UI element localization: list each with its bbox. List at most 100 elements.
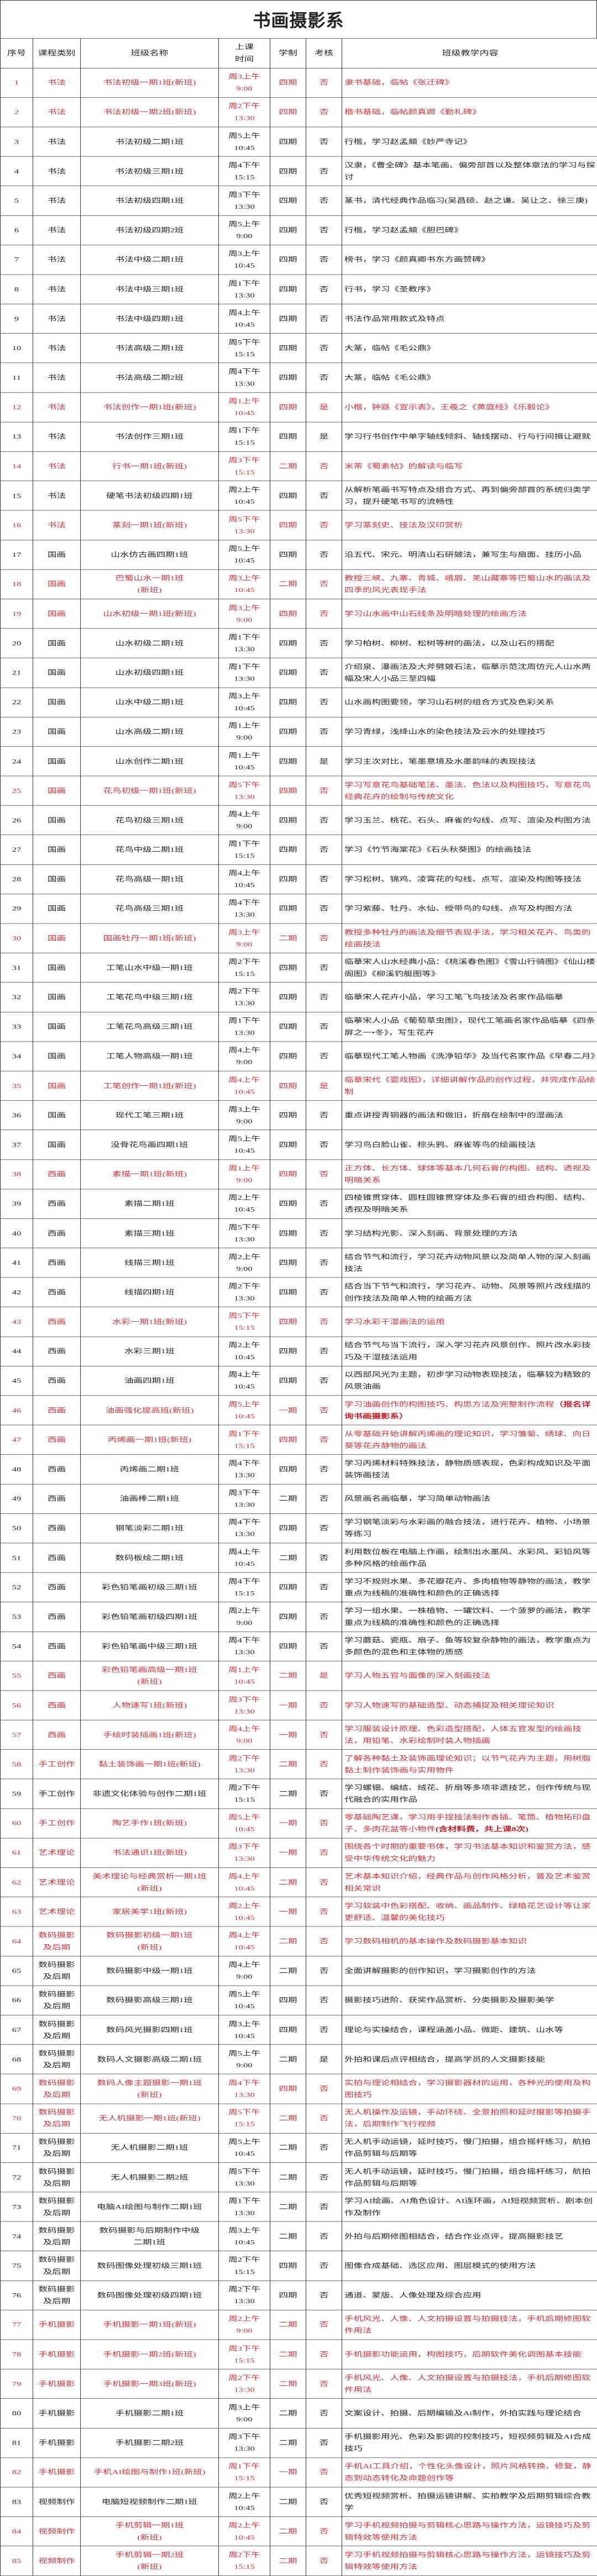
cell-category: 书法 <box>33 481 81 510</box>
cell-no: 54 <box>1 1632 33 1661</box>
cell-category: 视频制作 <box>33 2546 81 2575</box>
time-clock: 13:30 <box>220 643 269 656</box>
cell-term: 四期 <box>270 156 306 186</box>
content-text: 大篆，临帖《毛公鼎》 <box>344 374 436 382</box>
cell-no: 4 <box>1 156 33 186</box>
cell-exam: 否 <box>306 1750 342 1779</box>
cell-no: 8 <box>1 275 33 304</box>
time-day: 周5上午 <box>220 1988 269 2000</box>
cell-content: 临摹现代工笔人物画《洗净铅华》及当代名家作品《早春二月》 <box>342 1042 597 1071</box>
cell-exam: 否 <box>306 2458 342 2487</box>
cell-exam: 否 <box>306 2399 342 2428</box>
cell-content: 行楷，学习赵孟頫《妙严寺记》 <box>342 127 597 156</box>
time-day: 周2下午 <box>220 1280 269 1292</box>
cell-no: 83 <box>1 2487 33 2516</box>
cell-class-name: 手机剪辑一期2班 (新班) <box>81 2546 219 2575</box>
cell-content: 沿五代、宋元、明清山石研皴法，兼写生与扇面、挂历小品 <box>342 540 597 569</box>
cell-content: 学习结构光影、深入刻画、背景处理的方法 <box>342 1218 597 1248</box>
content-text: 结合当下节气和流行，学习花卉、动物、风景等照片改线描的创作技法及简单人物的绘画方… <box>344 1282 591 1302</box>
cell-no: 60 <box>1 1809 33 1838</box>
cell-term: 四期 <box>270 717 306 746</box>
time-clock: 13:30 <box>220 1499 269 1511</box>
cell-exam: 否 <box>306 1720 342 1749</box>
cell-no: 76 <box>1 2281 33 2310</box>
cell-exam: 否 <box>306 2546 342 2575</box>
cell-content: 学习柏树、柳树、松树等树的画法，以及山石的搭配 <box>342 629 597 658</box>
content-text: 手机摄影功能运用，构图技巧，后期软件美化调图基本技能 <box>344 2351 582 2358</box>
content-text: 正方体、长方体、球体等基本几何石膏的构图、结构、透视及明暗关系 <box>344 1164 591 1184</box>
cell-term: 四期 <box>270 1425 306 1454</box>
content-text: 了解各种黏土及装饰画理论知识；以节气花卉为主题，用树脂黏土制作装饰画与实用物件 <box>344 1754 591 1773</box>
cell-category: 手机摄影 <box>33 2428 81 2457</box>
cell-no: 68 <box>1 2045 33 2074</box>
time-day: 周4上午 <box>220 1959 269 1971</box>
cell-category: 数码摄影 及后期 <box>33 1956 81 1986</box>
cell-class-name: 油画强化提高班(新班) <box>81 1396 219 1425</box>
cell-exam: 否 <box>306 451 342 481</box>
cell-no: 75 <box>1 2251 33 2281</box>
time-day: 周5上午 <box>220 1398 269 1411</box>
cell-no: 1 <box>1 68 33 97</box>
cell-category: 手机摄影 <box>33 2310 81 2340</box>
cell-class-name: 花鸟初级一期1班(新班) <box>81 776 219 805</box>
time-day: 周5上午 <box>220 130 269 142</box>
cell-no: 14 <box>1 451 33 481</box>
cell-class-name: 钢笔淡彩二期1班 <box>81 1513 219 1543</box>
cell-category: 国画 <box>33 569 81 599</box>
cell-no: 25 <box>1 776 33 805</box>
cell-content: 从零基础开始讲解丙烯画的理论知识，学习雏菊、绣球、向日葵等花卉静物的画法 <box>342 1425 597 1454</box>
cell-category: 国画 <box>33 953 81 983</box>
time-day: 周5上午 <box>220 1812 269 1824</box>
cell-exam: 否 <box>306 1042 342 1071</box>
time-clock: 10:45 <box>220 1882 269 1894</box>
cell-exam: 否 <box>306 864 342 894</box>
time-day: 周3上午 <box>220 1104 269 1116</box>
content-text: 学习软装中色彩搭配、收纳、画品制作、绿植花艺设计等让家更舒适、温馨的美化技巧 <box>344 1902 591 1922</box>
content-text: 无人机操作及运镜，手动环绕、全景拍照和延时摄影等拍摄手法，后期制作飞行视频 <box>344 2108 591 2128</box>
time-day: 周5上午 <box>220 543 269 555</box>
time-day: 周3上午 <box>220 248 269 260</box>
content-text: 学习鸟白脸山雀、棕头鸦、麻雀等鸟的绘画技法 <box>344 1141 536 1149</box>
cell-no: 6 <box>1 215 33 245</box>
cell-class-name: 行书一期1班(新班) <box>81 451 219 481</box>
cell-exam: 否 <box>306 2133 342 2162</box>
cell-content: 篆书，清代经典作品临习(吴昌硕、赵之谦、吴让之、徐三庚) <box>342 186 597 215</box>
cell-exam: 否 <box>306 2517 342 2546</box>
cell-content: 理论与实操结合，课程涵盖小品、微距、建筑、山水等 <box>342 2015 597 2044</box>
time-day: 周3上午 <box>220 2018 269 2030</box>
cell-category: 书法 <box>33 422 81 451</box>
cell-class-name: 陶艺手作1班(新班) <box>81 1809 219 1838</box>
cell-exam: 否 <box>306 2251 342 2281</box>
cell-content: 外拍与后期修图相结合，结合作业点评，提高摄影技艺 <box>342 2221 597 2251</box>
time-day: 周4下午 <box>220 897 269 909</box>
cell-content: 学习水彩干湿画法的运用 <box>342 1307 597 1336</box>
cell-exam: 否 <box>306 2163 342 2192</box>
content-text: 学习服装设计原理、色彩造型搭配，人体五官发型的绘画技法，用铅笔、水彩绘制时装人物… <box>344 1725 582 1744</box>
cell-category: 西画 <box>33 1455 81 1484</box>
